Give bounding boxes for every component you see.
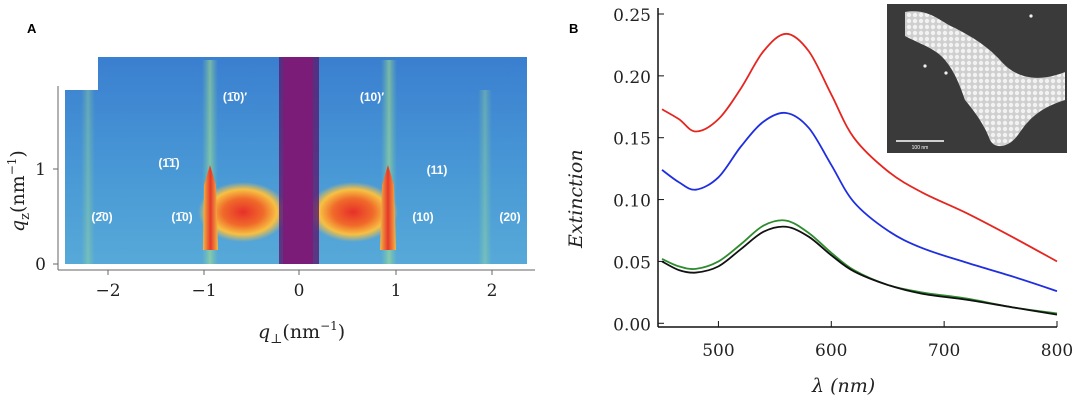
series-line-green [661, 219, 1058, 315]
scale-bar-label: 100 nm [912, 145, 929, 151]
panel-b: B 500 600 700 800 0.00 0.05 0.10 0.15 0.20 0.25 λ… [565, 4, 1073, 397]
a-y-tick-label: 0 [35, 255, 46, 275]
scattering-lobe-left [198, 182, 288, 242]
b-y-axis-label: Extinction [565, 149, 587, 249]
stray-particle [923, 64, 927, 68]
series-line-blue [661, 111, 1058, 292]
series-line-red [661, 32, 1058, 263]
reflection-label: (20) [499, 210, 520, 224]
a-x-ticks [107, 270, 493, 275]
b-x-tick-label: 700 [928, 341, 960, 361]
a-x-tick-label: −1 [191, 281, 216, 301]
reflection-label: (2̄0) [91, 210, 112, 224]
peak-1bar0 [203, 165, 218, 250]
sem-inset: 100 nm [887, 4, 1067, 153]
a-x-tick-label: 1 [391, 281, 402, 301]
a-x-tick-label: 0 [294, 281, 305, 301]
a-x-tick-label: −2 [95, 281, 120, 301]
stray-particle [1029, 14, 1033, 18]
b-y-tick-label: 0.05 [613, 253, 651, 273]
beam-stop [283, 57, 313, 264]
b-x-tick-label: 500 [702, 341, 734, 361]
reflection-label: (1̄0) [171, 210, 192, 224]
b-x-tick-label: 800 [1041, 341, 1073, 361]
b-y-tick-label: 0.15 [613, 130, 651, 150]
peak-10 [380, 165, 396, 250]
b-x-tick-label: 600 [815, 341, 847, 361]
nanoparticle-monolayer [905, 11, 1065, 147]
reflection-label: (10)′ [360, 90, 384, 104]
rod-streak [81, 90, 95, 264]
stray-particle [944, 71, 948, 75]
a-x-tick-label: 2 [487, 281, 498, 301]
b-y-tick-label: 0.00 [613, 315, 651, 335]
panel-a-label: A [27, 21, 37, 36]
reflection-label: (11) [427, 163, 448, 177]
rod-streak [478, 90, 492, 264]
a-x-axis-label: q⊥(nm−1) [258, 319, 345, 347]
b-y-tick-label: 0.25 [613, 6, 651, 26]
a-y-tick-label: 1 [35, 160, 46, 180]
beam-stop-edge [313, 57, 319, 264]
reflection-label: (1̄0)′ [223, 90, 247, 104]
scattering-lobe-right [308, 182, 398, 242]
extinction-plot: 500 600 700 800 0.00 0.05 0.10 0.15 0.20 0.25 [613, 6, 1073, 361]
a-y-axis-label: qz(nm−1) [5, 150, 33, 232]
reflection-label: (10) [412, 210, 433, 224]
reflection-label: (1̄1̄) [158, 156, 179, 170]
b-y-tick-label: 0.10 [613, 192, 651, 212]
b-y-tick-label: 0.20 [613, 68, 651, 88]
panel-b-label: B [569, 21, 578, 36]
beam-stop-edge [279, 57, 283, 264]
panel-a: A (2̄0) (1̄0) (1̄1̄) (1̄0)′ (10)′ [5, 21, 535, 347]
b-x-axis-label: λ (nm) [811, 375, 875, 397]
series-line-black [661, 225, 1058, 316]
gisaxs-heatmap: (2̄0) (1̄0) (1̄1̄) (1̄0)′ (10)′ (11) (10… [65, 57, 527, 264]
